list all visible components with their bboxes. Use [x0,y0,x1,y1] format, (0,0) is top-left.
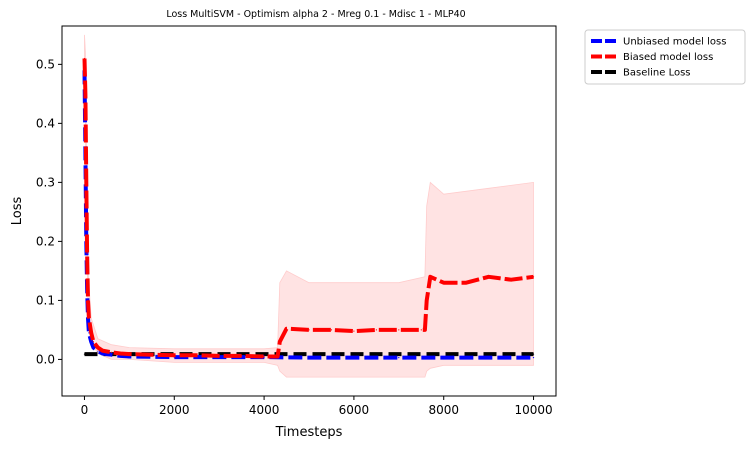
x-tick-label: 4000 [249,403,280,417]
y-tick-label: 0.1 [36,293,55,307]
data-point-biased-model-loss [308,329,310,331]
legend-box [584,29,746,85]
data-point-biased-model-loss [532,276,535,278]
y-tick-label: 0.3 [36,175,55,189]
x-axis: 0 2000 4000 6000 8000 10000 [81,396,553,417]
data-point-biased-model-loss [426,299,428,301]
data-point-biased-model-loss [263,355,265,358]
data-point-biased-model-loss [173,354,175,356]
legend-label: Unbiased model loss [623,37,726,48]
data-point-unbiased-model-loss [119,355,121,357]
data-point-biased-model-loss [101,350,103,352]
data-point-biased-model-loss [84,93,86,95]
data-point-unbiased-model-loss [308,357,310,359]
x-tick-label: 2000 [159,403,190,417]
data-point-unbiased-model-loss [101,352,103,355]
legend-label: Biased model loss [623,52,713,63]
data-point-biased-model-loss [218,355,220,357]
data-point-biased-model-loss [128,353,130,355]
data-point-biased-model-loss [88,317,90,319]
data-point-biased-model-loss [196,354,198,356]
y-tick-label: 0.2 [36,234,55,248]
data-point-unbiased-model-loss [353,357,355,359]
data-point-baseline-loss [83,353,86,355]
y-tick-label: 0.0 [36,352,55,366]
data-point-unbiased-model-loss [398,357,400,359]
data-point-biased-model-loss [353,330,355,332]
x-tick-label: 6000 [339,403,370,417]
plot-frame [61,25,557,397]
data-point-unbiased-model-loss [90,341,92,343]
chart-title: Loss MultiSVM - Optimism alpha 2 - Mreg … [166,9,465,20]
data-point-biased-model-loss [97,347,99,349]
data-point-biased-model-loss [110,351,112,353]
data-point-biased-model-loss [119,352,121,355]
data-point-biased-model-loss [510,279,512,281]
data-point-unbiased-model-loss [97,350,99,352]
legend: Unbiased model loss Biased model loss Base… [584,29,746,85]
data-point-biased-model-loss [83,57,86,60]
y-tick-label: 0.5 [36,57,55,71]
data-point-biased-model-loss [488,276,490,278]
data-point-biased-model-loss [375,329,377,331]
y-axis-label: Loss [10,197,25,226]
y-axis: 0.0 0.1 0.2 0.3 0.4 0.5 [36,57,62,366]
data-point-biased-model-loss [424,329,426,331]
data-point-unbiased-model-loss [128,355,130,358]
data-point-biased-model-loss [465,282,467,284]
legend-label: Baseline Loss [623,68,691,79]
data-point-unbiased-model-loss [532,357,535,359]
data-point-biased-model-loss [87,299,89,301]
x-axis-label: Timesteps [275,425,343,440]
data-point-biased-model-loss [241,355,243,357]
data-point-biased-model-loss [151,354,153,356]
data-point-biased-model-loss [398,329,400,331]
data-point-unbiased-model-loss [488,357,490,359]
y-tick-label: 0.4 [36,116,55,130]
data-point-biased-model-loss [330,329,333,331]
data-point-biased-model-loss [420,329,422,331]
data-point-biased-model-loss [279,341,281,343]
data-point-unbiased-model-loss [92,347,94,349]
data-point-biased-model-loss [285,328,288,330]
plot-area [82,34,535,378]
data-point-biased-model-loss [443,282,445,284]
data-point-unbiased-model-loss [443,357,445,359]
band-0 [84,34,534,378]
x-tick-label: 10000 [514,403,552,417]
x-tick-label: 0 [81,403,89,417]
data-point-biased-model-loss [92,341,94,343]
data-point-biased-model-loss [277,355,279,358]
series-line-biased-model-loss [82,58,534,359]
x-tick-label: 8000 [428,403,459,417]
data-point-biased-model-loss [85,181,87,183]
data-point-biased-model-loss [86,252,88,254]
data-point-biased-model-loss [429,276,431,278]
data-point-unbiased-model-loss [110,354,112,356]
data-point-biased-model-loss [90,332,92,334]
data-point-baseline-loss [532,353,535,355]
